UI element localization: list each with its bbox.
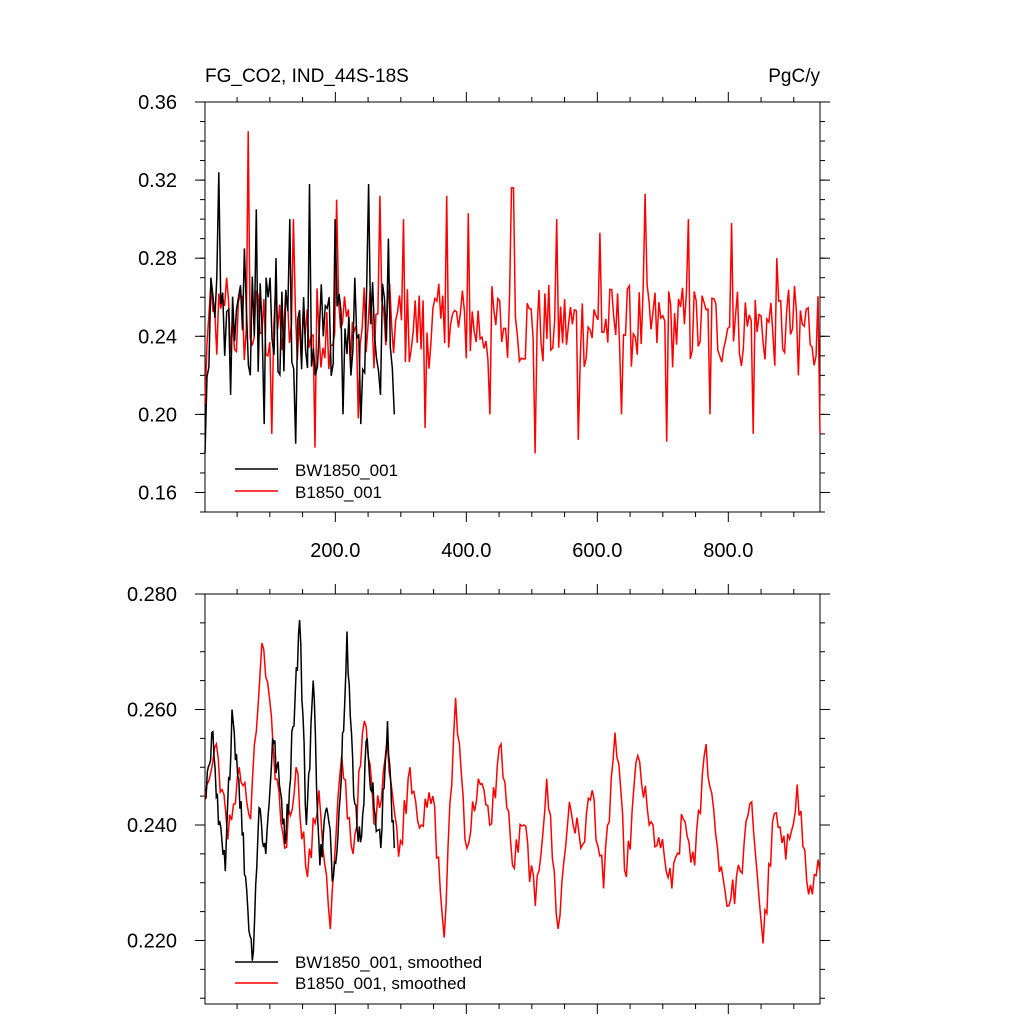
x-tick-label: 800.0 — [703, 540, 753, 562]
legend: BW1850_001 B1850_001 — [235, 461, 398, 502]
y-tick-label: 0.28 — [138, 248, 177, 270]
x-tick-label: 600.0 — [572, 540, 622, 562]
y-tick-label: 0.24 — [138, 326, 177, 348]
y-tick-label: 0.280 — [127, 584, 177, 606]
series-lines — [204, 619, 821, 961]
series-line-b1850-001-smoothed — [204, 642, 821, 944]
y-tick-labels: 0.16 0.20 0.24 0.28 0.32 0.36 — [138, 92, 177, 504]
legend-label-bw1850: BW1850_001 — [295, 461, 398, 480]
x-tick-labels: 200.0 400.0 600.0 800.0 — [310, 540, 753, 562]
top-panel: FG_CO2, IND_44S-18S PgC/y 0.160.200.240.… — [138, 66, 830, 562]
plot-frame — [204, 101, 821, 513]
y-tick-label: 0.240 — [127, 815, 177, 837]
tick-marks — [195, 92, 830, 522]
y-tick-label: 0.16 — [138, 482, 177, 504]
legend-label-b1850-smoothed: B1850_001, smoothed — [295, 974, 466, 993]
legend: BW1850_001, smoothed B1850_001, smoothed — [235, 953, 482, 993]
panel-title: FG_CO2, IND_44S-18S — [205, 66, 409, 87]
x-tick-label: 400.0 — [441, 540, 491, 562]
series-line-bw1850-001 — [204, 172, 396, 454]
bottom-panel: 0.220 0.240 0.260 0.280 BW1850_001, smoothe… — [127, 584, 830, 1014]
y-tick-label: 0.32 — [138, 170, 177, 192]
series-line-b1850-001 — [204, 131, 821, 454]
legend-label-b1850: B1850_001 — [295, 483, 382, 502]
series-line-bw1850-001-smoothed — [204, 619, 396, 961]
y-tick-label: 0.36 — [138, 92, 177, 114]
units-label: PgC/y — [768, 66, 820, 87]
x-tick-label: 200.0 — [310, 540, 360, 562]
series-lines — [204, 131, 821, 454]
tick-marks — [195, 584, 830, 1014]
y-tick-label: 0.20 — [138, 404, 177, 426]
y-tick-labels: 0.220 0.240 0.260 0.280 — [127, 584, 177, 952]
y-tick-label: 0.260 — [127, 699, 177, 721]
y-tick-label: 0.220 — [127, 930, 177, 952]
legend-label-bw1850-smoothed: BW1850_001, smoothed — [295, 953, 482, 972]
